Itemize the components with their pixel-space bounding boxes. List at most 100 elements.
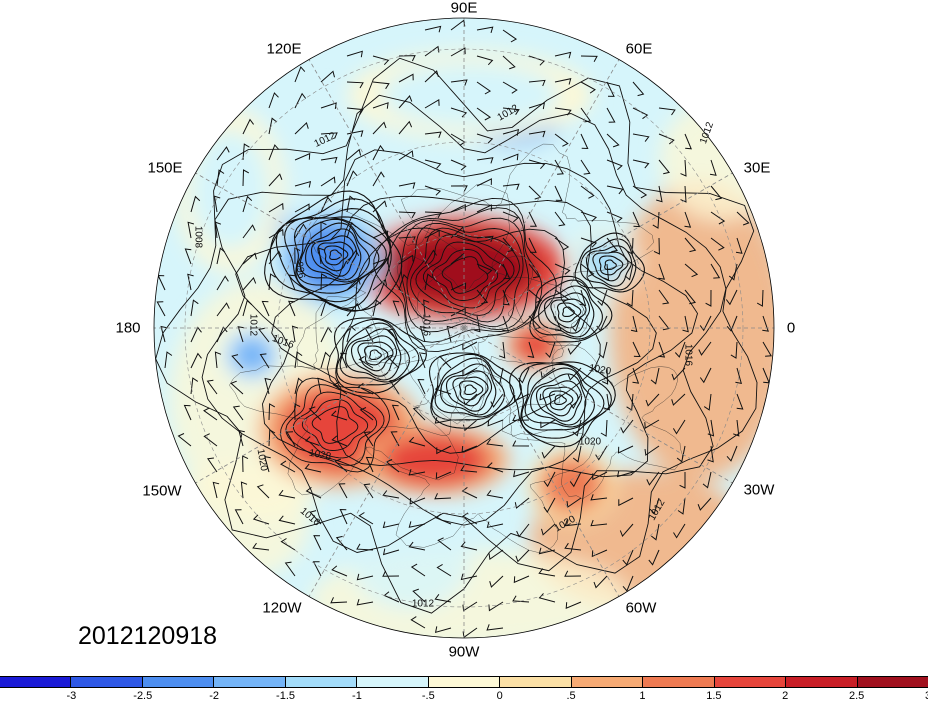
wind-barb-416 [593,575,608,589]
isobar-siberian-high-8 [387,207,543,343]
wind-barb-336 [365,456,374,473]
wind-barb-104 [242,195,253,213]
wind-barb-368 [677,497,686,515]
wind-barb-419 [356,598,374,606]
wind-barb-362 [514,497,530,509]
wind-barb-207 [554,315,563,332]
wind-barb-159 [528,263,540,279]
anomaly-siberia-warm [382,230,538,306]
wind-barb-193 [190,299,199,317]
isobar-aleutian-low-2 [323,245,349,266]
wind-barb-100 [680,185,687,203]
wind-barb-149 [268,250,282,265]
wind-barb-25 [580,81,596,94]
wind-barb-59 [632,133,650,142]
wind-barb-223 [346,325,356,343]
wind-barb-334 [304,463,322,473]
wind-barb-351 [240,481,248,499]
wind-barb-268 [294,377,304,395]
colorbar-tick-11: 2.5 [848,690,865,702]
isobar-greenland-low-7 [521,363,605,431]
wind-barb-137 [528,237,537,253]
wind-barb-0 [424,25,442,33]
wind-barb-322 [541,445,556,459]
wind-barb-278 [539,393,556,401]
wind-barb-101 [710,185,723,201]
wind-barb-205 [502,315,510,332]
isobar-aleutian-low-11 [269,198,392,312]
wind-barb-102 [190,195,201,213]
wind-barb-369 [697,497,712,511]
wind-barb-190 [725,289,738,306]
wind-barb-283 [671,393,686,406]
wind-barb-388 [252,542,270,551]
wind-barb-31 [346,107,364,115]
wind-barb-44 [242,118,254,135]
wind-barb-409 [410,563,426,577]
wind-barb-225 [386,328,400,343]
wind-barb-347 [646,471,660,486]
wind-barb-365 [590,494,608,501]
wind-barb-164 [658,263,666,280]
wind-barb-40 [580,107,592,123]
wind-barb-130 [346,221,357,239]
wind-barb-241 [190,352,202,369]
wind-barb-405 [312,561,322,577]
wind-barb-181 [502,289,510,306]
isobar-greenland-low-2 [548,390,574,411]
wind-barb-258 [632,367,640,384]
isobar-aleutian-low-9 [284,216,391,303]
isobar-siberian-high-4 [415,234,515,316]
wind-barb-153 [372,257,389,265]
wind-barb-160 [554,263,571,275]
wind-barb-165 [684,263,699,278]
colorbar-tick-4: -1 [352,690,362,702]
lon-label-150w: 150W [142,482,182,500]
wind-barb-199 [346,302,361,317]
wind-barb-4 [346,50,363,58]
wind-barb-308 [177,433,192,447]
wind-barb-313 [304,436,322,447]
wind-barb-33 [398,95,413,109]
wind-barb-71 [450,159,467,171]
wind-barb-252 [462,367,478,377]
wind-barb-400 [564,542,582,551]
wind-barb-298 [487,419,504,427]
wind-barb-348 [679,472,686,489]
wind-barb-34 [424,98,440,109]
wind-barb-383 [564,520,582,527]
isobar-ring-1 [271,195,657,471]
wind-barb-114 [502,211,519,223]
wind-barb-215 [762,315,769,332]
wind-barb-36 [476,107,492,121]
wind-barb-246 [320,351,331,369]
wind-barb-310 [238,429,245,447]
contour-label-c1016c: 1016 [682,344,693,367]
wind-barb-10 [502,55,516,70]
wind-barb-424 [488,601,504,612]
wind-barb-166 [710,263,721,279]
wind-barb-227 [446,325,454,343]
wind-barb-296 [434,417,452,424]
wind-barb-282 [645,393,660,407]
colorbar [0,676,928,688]
wind-barb-250 [418,352,426,369]
wind-barb-65 [294,152,311,161]
isobar-ring-2 [235,149,698,526]
wind-barb-393 [382,548,400,556]
wind-barb-174 [320,273,328,291]
wind-barb-187 [658,289,670,305]
wind-barb-257 [601,367,609,385]
wind-barb-120 [652,211,660,229]
isobar-barents-low-3 [550,298,587,329]
wind-barb-82 [216,169,225,187]
wind-barb-262 [735,367,743,385]
wind-barb-172 [268,273,276,291]
isobar-canada-low-2 [458,380,484,401]
wind-barb-89 [398,182,416,189]
wind-barb-397 [488,549,504,560]
wind-barb-133 [424,229,440,239]
colorbar-tick-5: -.5 [421,690,435,702]
wind-barbs [156,19,772,638]
wind-barb-265 [206,379,218,395]
